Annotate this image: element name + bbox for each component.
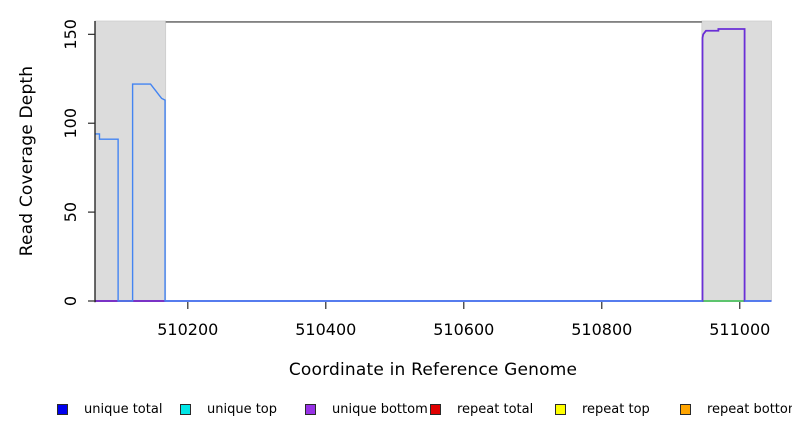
legend-item-repeat-top: repeat top (555, 398, 650, 420)
y-tick-label: 50 (61, 202, 80, 222)
y-tick-label: 0 (61, 296, 80, 306)
y-tick-label: 150 (61, 19, 80, 50)
series-line-unique-total (95, 83, 703, 302)
legend-label: unique total (84, 401, 163, 417)
legend-label: unique bottom (332, 401, 428, 417)
legend-swatch-icon (680, 403, 691, 415)
legend-item-unique-total: unique total (57, 398, 162, 420)
x-tick-label: 510600 (433, 320, 494, 339)
legend-label: repeat total (457, 401, 534, 417)
legend-item-repeat-bottom: repeat bottom (680, 398, 792, 420)
shaded-repeat-region (94, 20, 167, 302)
legend-swatch-icon (430, 403, 441, 415)
x-tick-label: 510400 (295, 320, 356, 339)
legend-label: repeat bottom (707, 401, 792, 417)
legend-item-unique-bottom: unique bottom (305, 398, 428, 420)
legend-label: repeat top (582, 401, 650, 417)
plot-legend: unique total unique top unique bottom repea… (0, 398, 792, 422)
legend-item-repeat-total: repeat total (430, 398, 533, 420)
x-tick-label: 511000 (709, 320, 770, 339)
shaded-repeat-region (701, 20, 772, 302)
legend-swatch-icon (555, 403, 566, 415)
legend-swatch-icon (57, 403, 68, 415)
legend-item-unique-top: unique top (180, 398, 277, 420)
series-line-unique-bottom (95, 28, 772, 302)
x-tick-label: 510200 (157, 320, 218, 339)
y-tick-label: 100 (61, 108, 80, 139)
y-axis-title: Read Coverage Depth (17, 65, 37, 257)
legend-swatch-icon (180, 403, 191, 415)
x-axis-title: Coordinate in Reference Genome (288, 360, 578, 380)
legend-label: unique top (207, 401, 278, 417)
x-tick-label: 510800 (571, 320, 632, 339)
legend-swatch-icon (305, 403, 316, 415)
